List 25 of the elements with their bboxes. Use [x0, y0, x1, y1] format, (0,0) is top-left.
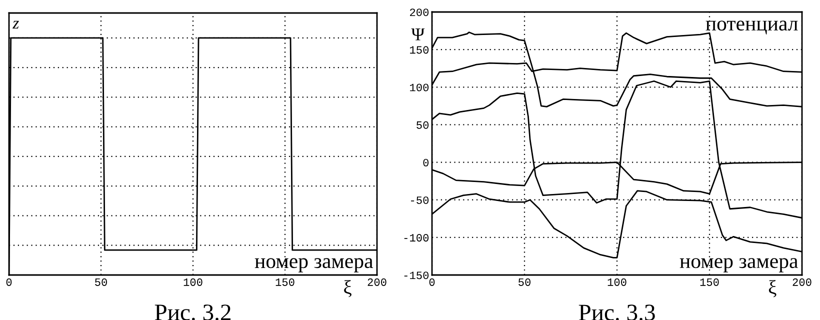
x-tick-label: 200	[368, 278, 386, 286]
x-tick-label: 100	[608, 278, 626, 286]
y-tick-label: -150	[404, 272, 429, 280]
x-tick-label: 0	[429, 278, 435, 286]
x-tick-label: 200	[792, 278, 812, 286]
y-tick-label: 0	[423, 158, 429, 166]
x-tick-label: 0	[6, 278, 12, 286]
y-tick-label: 50	[416, 121, 429, 129]
y-axis-title: z	[12, 20, 19, 28]
y-axis-title: Ψ	[411, 28, 425, 40]
x-tick-label: 150	[276, 278, 294, 286]
y-tick-label: 200	[410, 8, 429, 16]
x-tick-label: 150	[700, 278, 719, 286]
x-tick-label: 50	[95, 278, 107, 286]
y-tick-label: -100	[404, 234, 429, 242]
y-tick-label: 150	[410, 46, 429, 54]
x-axis-title: ξ	[768, 280, 776, 298]
y-tick-label: -50	[411, 196, 429, 204]
annotation: номер замера	[680, 258, 798, 272]
annotation: номер замера	[254, 258, 374, 272]
x-tick-label: 100	[184, 278, 202, 286]
x-axis-title: ξ	[344, 280, 352, 298]
y-tick-label: 100	[410, 84, 429, 92]
annotation: потенциал	[706, 20, 798, 34]
x-tick-label: 50	[518, 278, 530, 286]
